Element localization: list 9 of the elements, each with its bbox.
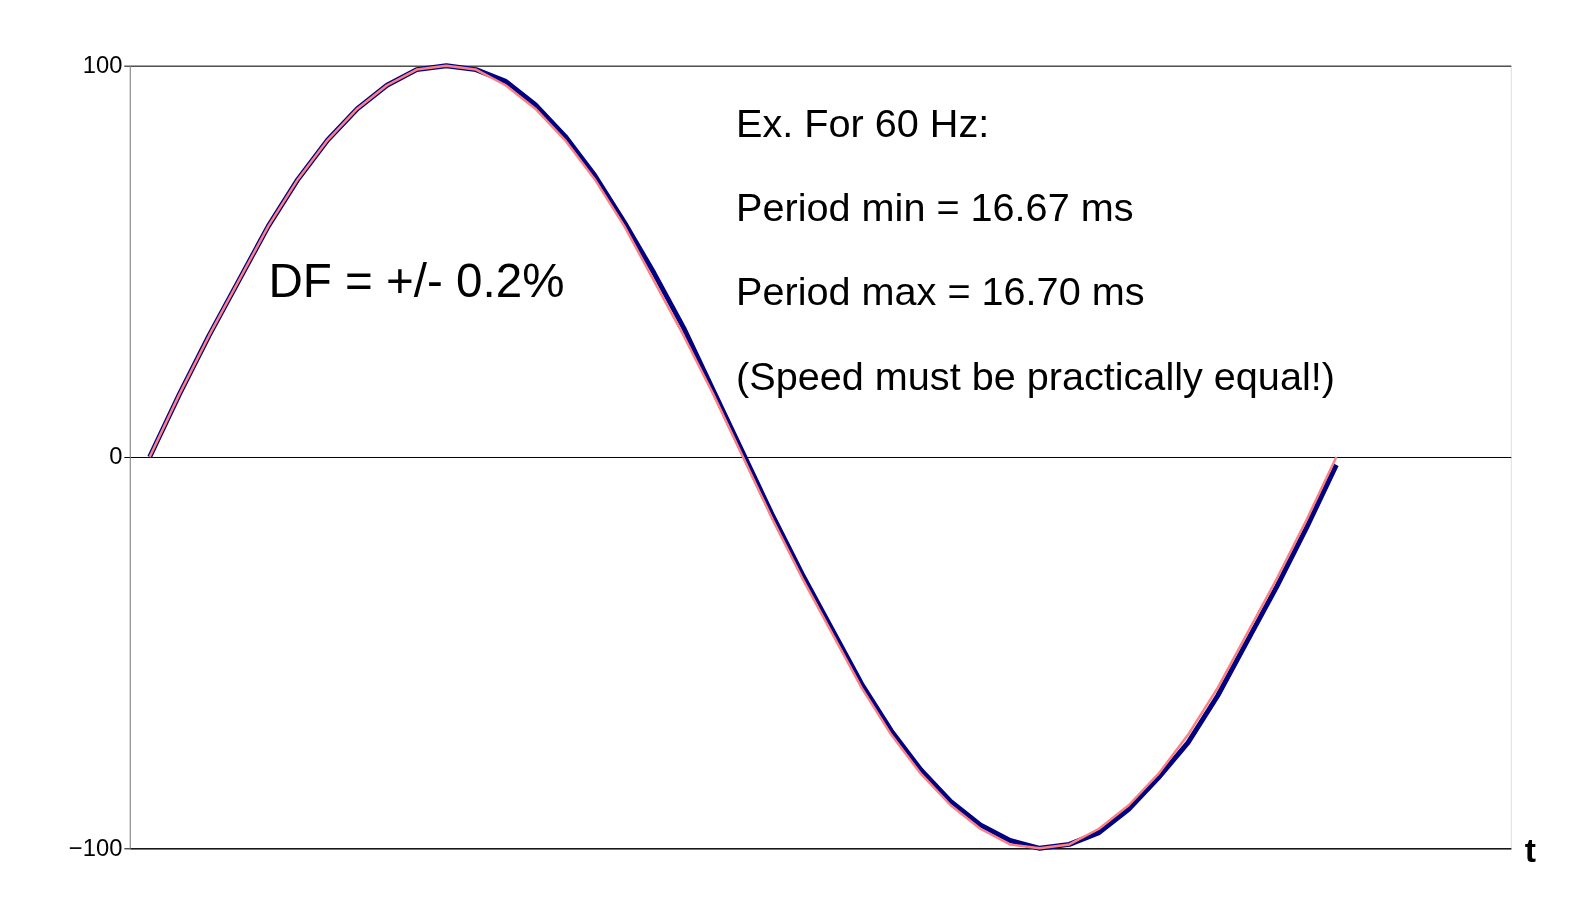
annotation: Period max = 16.70 ms [736, 269, 1145, 314]
annotation: Period min = 16.67 ms [736, 185, 1134, 230]
y-tick-label: 0 [109, 442, 123, 470]
text: t [1524, 832, 1536, 870]
annotation: Ex. For 60 Hz: [736, 101, 990, 145]
y-tick-label: −100 [68, 833, 123, 861]
annotation: DF = +/- 0.2% [268, 254, 565, 308]
y-tick-label: 100 [82, 51, 123, 79]
annotation: (Speed must be practically equal!) [736, 353, 1335, 398]
